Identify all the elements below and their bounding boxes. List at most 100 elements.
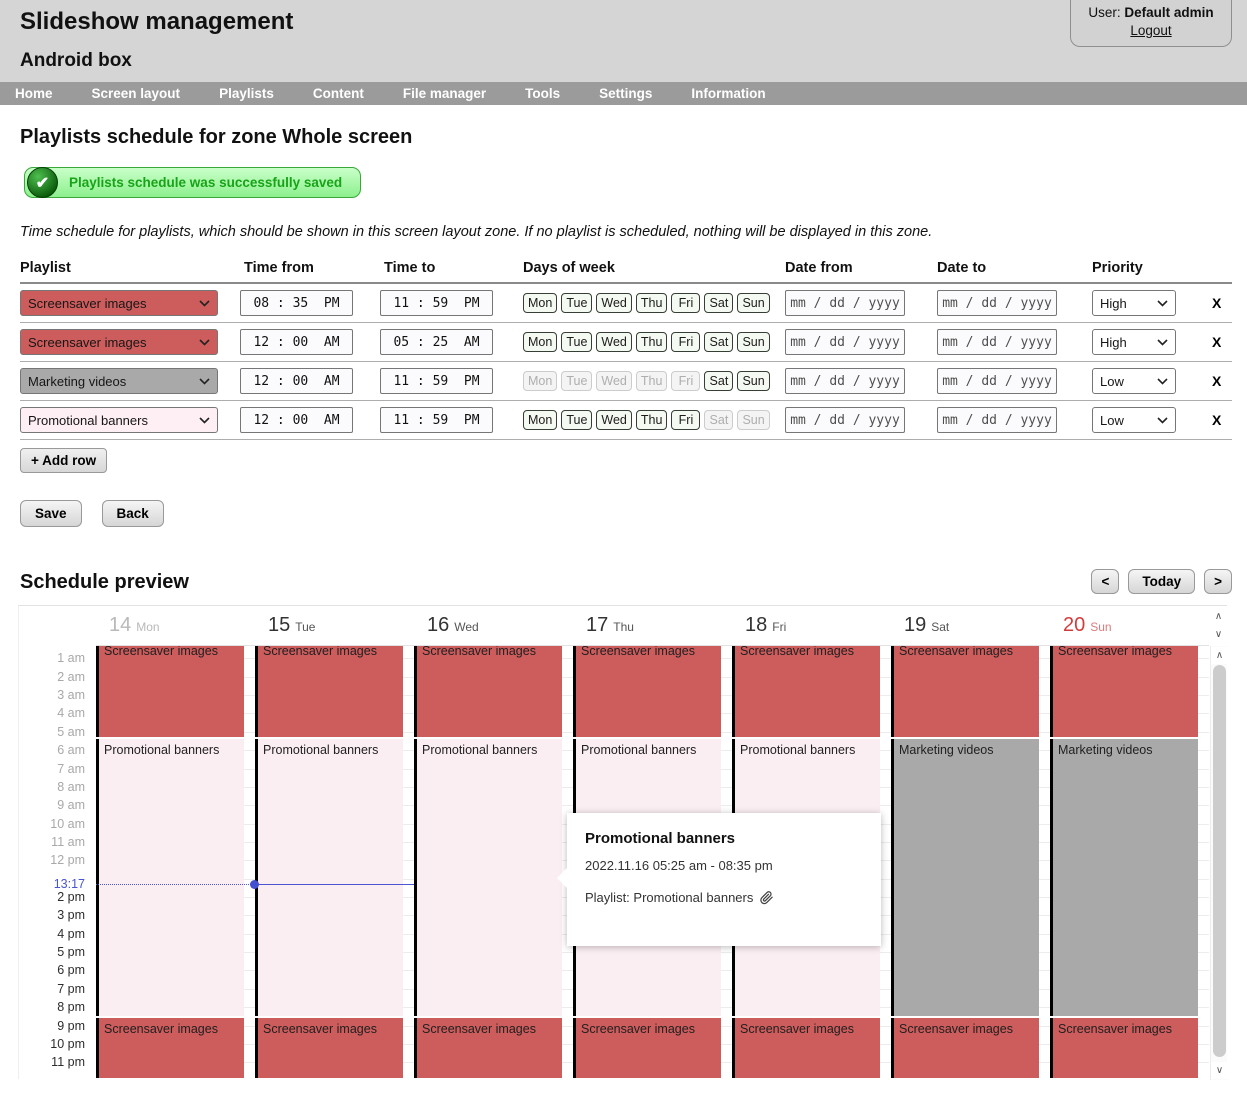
scroll-up-icon[interactable]: ∧	[1210, 608, 1227, 625]
nav-item-home[interactable]: Home	[15, 86, 53, 101]
save-button[interactable]: Save	[20, 500, 82, 527]
scroll-up-icon[interactable]: ∧	[1211, 647, 1228, 664]
day-thu-button[interactable]: Thu	[635, 293, 668, 313]
day-sun-button[interactable]: Sun	[737, 293, 770, 313]
today-button[interactable]: Today	[1128, 569, 1196, 594]
time-from-input[interactable]	[240, 290, 353, 316]
day-sat-button[interactable]: Sat	[704, 371, 734, 391]
playlist-select[interactable]: Screensaver images	[20, 290, 218, 316]
nav-item-file-manager[interactable]: File manager	[402, 86, 487, 101]
nav-item-playlists[interactable]: Playlists	[219, 86, 274, 101]
date-from-input[interactable]	[785, 368, 905, 394]
time-from-input[interactable]	[240, 329, 353, 355]
day-sat-button[interactable]: Sat	[704, 332, 734, 352]
calendar-event[interactable]: Screensaver images	[732, 1017, 880, 1079]
date-to-input[interactable]	[937, 407, 1057, 433]
logout-link[interactable]: Logout	[1130, 23, 1172, 39]
delete-row-button[interactable]: X	[1212, 412, 1222, 428]
calendar-event[interactable]: Screensaver images	[414, 646, 562, 738]
time-from-input[interactable]	[240, 368, 353, 394]
date-to-input[interactable]	[937, 290, 1057, 316]
day-fri-button[interactable]: Fri	[671, 371, 701, 391]
day-tue-button[interactable]: Tue	[561, 410, 593, 430]
calendar-event[interactable]: Screensaver images	[573, 646, 721, 738]
priority-select[interactable]: High	[1092, 290, 1176, 316]
day-thu-button[interactable]: Thu	[635, 371, 668, 391]
prev-week-button[interactable]: <	[1091, 569, 1120, 594]
day-fri-button[interactable]: Fri	[671, 410, 701, 430]
time-label: 2 am	[57, 669, 85, 684]
day-tue-button[interactable]: Tue	[561, 371, 593, 391]
day-mon-button[interactable]: Mon	[523, 293, 558, 313]
delete-row-button[interactable]: X	[1212, 373, 1222, 389]
playlist-select[interactable]: Screensaver images	[20, 329, 218, 355]
time-to-input[interactable]	[380, 368, 493, 394]
nav-item-settings[interactable]: Settings	[599, 86, 653, 101]
date-from-input[interactable]	[785, 290, 905, 316]
nav-item-screen-layout[interactable]: Screen layout	[91, 86, 181, 101]
day-wed-button[interactable]: Wed	[596, 371, 632, 391]
day-fri-button[interactable]: Fri	[671, 293, 701, 313]
day-thu-button[interactable]: Thu	[635, 332, 668, 352]
calendar-event[interactable]: Screensaver images	[1050, 646, 1198, 738]
date-from-input[interactable]	[785, 407, 905, 433]
playlist-select[interactable]: Marketing videos	[20, 368, 218, 394]
nav-item-tools[interactable]: Tools	[525, 86, 561, 101]
calendar-event[interactable]: Screensaver images	[255, 1017, 403, 1079]
delete-row-button[interactable]: X	[1212, 334, 1222, 350]
date-to-input[interactable]	[937, 329, 1057, 355]
day-thu-button[interactable]: Thu	[635, 410, 668, 430]
calendar-event[interactable]: Screensaver images	[96, 1017, 244, 1079]
scroll-down-icon[interactable]: ∨	[1210, 626, 1227, 643]
day-mon-button[interactable]: Mon	[523, 410, 558, 430]
calendar-event[interactable]: Screensaver images	[732, 646, 880, 738]
calendar-event[interactable]: Screensaver images	[255, 646, 403, 738]
day-sun-button[interactable]: Sun	[737, 410, 770, 430]
calendar-event[interactable]: Marketing videos	[891, 739, 1039, 1016]
day-tue-button[interactable]: Tue	[561, 332, 593, 352]
scroll-down-icon[interactable]: ∨	[1211, 1062, 1228, 1079]
time-to-input[interactable]	[380, 407, 493, 433]
day-wed-button[interactable]: Wed	[596, 293, 632, 313]
day-mon-button[interactable]: Mon	[523, 332, 558, 352]
calendar-event[interactable]: Promotional banners	[255, 739, 403, 1016]
add-row-button[interactable]: + Add row	[20, 448, 108, 473]
back-button[interactable]: Back	[101, 500, 164, 527]
calendar-event-label: Screensaver images	[263, 646, 377, 658]
time-from-input[interactable]	[240, 407, 353, 433]
calendar-event[interactable]: Marketing videos	[1050, 739, 1198, 1016]
time-to-input[interactable]	[380, 290, 493, 316]
day-tue-button[interactable]: Tue	[561, 293, 593, 313]
calendar-event[interactable]: Screensaver images	[891, 646, 1039, 738]
calendar-event[interactable]: Promotional banners	[96, 739, 244, 1016]
scrollbar-thumb[interactable]	[1213, 665, 1226, 1057]
day-sun-button[interactable]: Sun	[737, 371, 770, 391]
delete-row-button[interactable]: X	[1212, 295, 1222, 311]
nav-item-information[interactable]: Information	[691, 86, 766, 101]
day-mon-button[interactable]: Mon	[523, 371, 558, 391]
date-from-input[interactable]	[785, 329, 905, 355]
col-header-time-to: Time to	[384, 260, 436, 276]
day-wed-button[interactable]: Wed	[596, 410, 632, 430]
calendar-event[interactable]: Screensaver images	[414, 1017, 562, 1079]
calendar-event[interactable]: Screensaver images	[891, 1017, 1039, 1079]
day-fri-button[interactable]: Fri	[671, 332, 701, 352]
day-sat-button[interactable]: Sat	[704, 410, 734, 430]
calendar-event-label: Promotional banners	[581, 743, 697, 758]
priority-select[interactable]: Low	[1092, 407, 1176, 433]
priority-select[interactable]: High	[1092, 329, 1176, 355]
calendar-event[interactable]: Promotional banners	[414, 739, 562, 1016]
calendar-event[interactable]: Screensaver images	[573, 1017, 721, 1079]
nav-item-content[interactable]: Content	[312, 86, 364, 101]
playlist-select[interactable]: Promotional banners	[20, 407, 218, 433]
day-sat-button[interactable]: Sat	[704, 293, 734, 313]
day-sun-button[interactable]: Sun	[737, 332, 770, 352]
date-to-input[interactable]	[937, 368, 1057, 394]
day-wed-button[interactable]: Wed	[596, 332, 632, 352]
priority-select[interactable]: Low	[1092, 368, 1176, 394]
calendar-event[interactable]: Screensaver images	[96, 646, 244, 738]
time-to-input[interactable]	[380, 329, 493, 355]
paperclip-icon[interactable]	[759, 890, 774, 905]
calendar-event[interactable]: Screensaver images	[1050, 1017, 1198, 1079]
next-week-button[interactable]: >	[1204, 569, 1232, 594]
